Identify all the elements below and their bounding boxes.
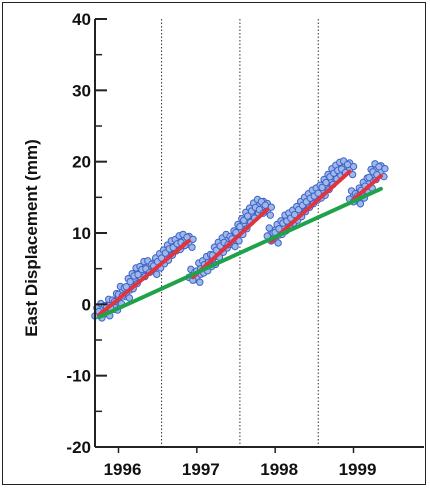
y-axis-label: East Displacement (mm) bbox=[22, 139, 41, 336]
tick-labels: -20 -10 0 10 20 30 40 1996 1997 1998 1999 bbox=[66, 10, 376, 479]
segment-fit-line-0 bbox=[96, 238, 191, 318]
segment-fit-line-1 bbox=[190, 207, 270, 280]
segment-fit-line-2 bbox=[269, 169, 352, 244]
x-tick-label-0: 1996 bbox=[104, 460, 142, 479]
x-tick-label-1: 1997 bbox=[182, 460, 220, 479]
y-tick-label-0: -20 bbox=[66, 438, 91, 457]
x-tick-label-3: 1999 bbox=[339, 460, 377, 479]
trend-fit-line bbox=[96, 186, 383, 320]
y-tick-label-2: 0 bbox=[82, 295, 91, 314]
x-tick-label-2: 1998 bbox=[260, 460, 298, 479]
axes bbox=[94, 18, 424, 453]
data-point-64 bbox=[341, 160, 358, 179]
y-tick-label-5: 30 bbox=[72, 81, 91, 100]
fit-lines bbox=[96, 169, 383, 320]
data-point-72 bbox=[373, 162, 389, 181]
y-tick-label-6: 40 bbox=[72, 10, 91, 29]
chart-frame bbox=[2, 2, 426, 485]
y-tick-label-1: -10 bbox=[66, 367, 91, 386]
y-tick-label-4: 20 bbox=[72, 153, 91, 172]
y-tick-label-3: 10 bbox=[72, 224, 91, 243]
segment-fit-line-3 bbox=[351, 173, 383, 202]
